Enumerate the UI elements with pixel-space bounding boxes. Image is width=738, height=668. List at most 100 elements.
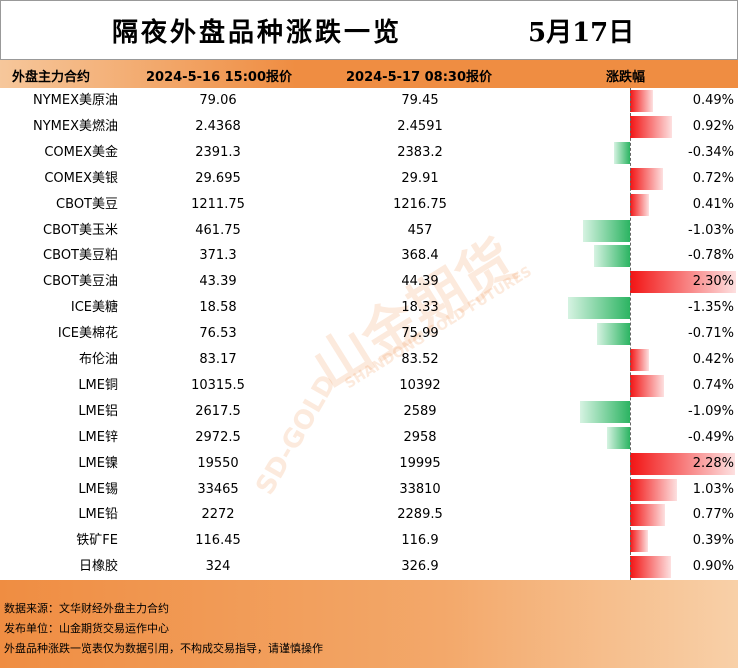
prev-price: 461.75: [195, 222, 241, 238]
change-bar: [579, 400, 630, 423]
change-bar: [630, 530, 648, 553]
contract-name: LME锡: [78, 481, 118, 497]
contract-name: NYMEX美燃油: [32, 118, 118, 134]
change-bar: [630, 504, 666, 527]
change-pct: 2.30%: [692, 274, 734, 290]
change-pct: -0.71%: [688, 326, 734, 342]
footer: [0, 580, 738, 668]
change-pct: -1.09%: [688, 403, 734, 419]
curr-price: 2589: [403, 403, 437, 419]
date: 5月17日: [528, 18, 635, 48]
change-pct: 0.42%: [692, 352, 734, 367]
curr-price: 326.9: [401, 559, 439, 575]
prev-price: 371.3: [199, 248, 237, 264]
curr-price: 79.45: [401, 93, 439, 108]
change-pct: -0.34%: [688, 144, 734, 160]
curr-price: 75.99: [401, 326, 439, 342]
curr-price: 2.4591: [397, 118, 443, 134]
header-row: [0, 60, 738, 88]
prev-price: 76.53: [199, 326, 237, 342]
prev-price: 19550: [197, 455, 239, 471]
curr-price: 1216.75: [393, 196, 447, 212]
contract-name: 铁矿FE: [76, 533, 118, 549]
change-pct: 0.74%: [692, 377, 734, 393]
change-bar: [630, 556, 672, 579]
contract-name: COMEX美银: [44, 170, 118, 186]
axis-line: [630, 88, 631, 580]
contract-name: ICE美棉花: [57, 326, 118, 342]
contract-name: CBOT美玉米: [43, 222, 118, 238]
curr-price: 2383.2: [397, 144, 443, 160]
contract-name: 日橡胶: [78, 559, 118, 575]
contract-name: CBOT美豆油: [43, 274, 118, 290]
prev-price: 324: [205, 559, 231, 575]
prev-price: 116.45: [195, 533, 241, 549]
change-pct: 0.92%: [692, 118, 734, 134]
change-bar: [630, 374, 665, 397]
change-bar: [582, 219, 630, 242]
change-pct: 2.28%: [692, 455, 734, 471]
title: 隔夜外盘品种涨跌一览: [112, 18, 403, 48]
change-bar: [630, 478, 678, 501]
footer-line: 发布单位：山金期货交易运作中心: [4, 622, 169, 635]
curr-price: 18.33: [401, 300, 439, 316]
column-header: 涨跌幅: [606, 70, 646, 85]
change-bar: [630, 193, 649, 216]
contract-name: ICE美糖: [70, 300, 118, 316]
contract-name: 布伦油: [78, 352, 118, 367]
title-box: [0, 0, 738, 60]
contract-name: CBOT美豆粕: [43, 248, 118, 264]
prev-price: 2272: [201, 507, 235, 523]
change-pct: 0.90%: [692, 559, 734, 575]
change-pct: 0.49%: [692, 93, 734, 108]
prev-price: 18.58: [199, 300, 237, 316]
change-pct: -1.03%: [688, 222, 734, 238]
contract-name: LME铝: [78, 403, 118, 419]
prev-price: 33465: [197, 481, 239, 497]
curr-price: 10392: [399, 377, 441, 393]
curr-price: 368.4: [401, 248, 439, 264]
curr-price: 457: [407, 222, 433, 238]
change-pct: 0.77%: [692, 507, 734, 523]
prev-price: 2391.3: [195, 144, 241, 160]
change-pct: 0.41%: [692, 196, 734, 212]
contract-name: LME锌: [78, 429, 118, 445]
change-bar: [630, 90, 653, 112]
change-bar: [594, 245, 630, 268]
contract-name: LME镍: [78, 455, 118, 471]
curr-price: 83.52: [401, 352, 439, 367]
footer-line: 外盘品种涨跌一览表仅为数据引用，不构成交易指导，请谨慎操作: [4, 642, 323, 655]
change-bar: [630, 115, 673, 138]
change-pct: 0.39%: [692, 533, 734, 549]
change-bar: [614, 141, 630, 164]
column-header: 2024-5-16 15:00报价: [146, 70, 293, 85]
change-bar: [607, 426, 630, 449]
change-bar: [597, 323, 630, 346]
contract-name: NYMEX美原油: [32, 93, 118, 108]
change-pct: -0.49%: [688, 429, 734, 445]
prev-price: 83.17: [199, 352, 237, 367]
curr-price: 29.91: [401, 170, 439, 186]
contract-name: COMEX美金: [44, 144, 118, 160]
curr-price: 116.9: [401, 533, 439, 549]
column-header: 外盘主力合约: [12, 70, 91, 85]
contract-name: CBOT美豆: [56, 196, 118, 212]
change-bar: [630, 349, 650, 371]
change-bar: [630, 452, 735, 475]
change-bar: [567, 297, 630, 320]
curr-price: 33810: [399, 481, 441, 497]
column-header: 2024-5-17 08:30报价: [346, 70, 493, 85]
change-bar: [630, 167, 664, 190]
change-bar: [630, 271, 736, 294]
change-pct: 1.03%: [692, 481, 734, 497]
prev-price: 10315.5: [191, 377, 245, 393]
curr-price: 44.39: [401, 274, 439, 290]
prev-price: 43.39: [199, 274, 237, 290]
prev-price: 79.06: [199, 93, 237, 108]
curr-price: 19995: [399, 455, 441, 471]
prev-price: 2972.5: [195, 429, 241, 445]
change-pct: 0.72%: [692, 170, 734, 186]
curr-price: 2289.5: [397, 507, 443, 523]
change-pct: -0.78%: [688, 248, 734, 264]
